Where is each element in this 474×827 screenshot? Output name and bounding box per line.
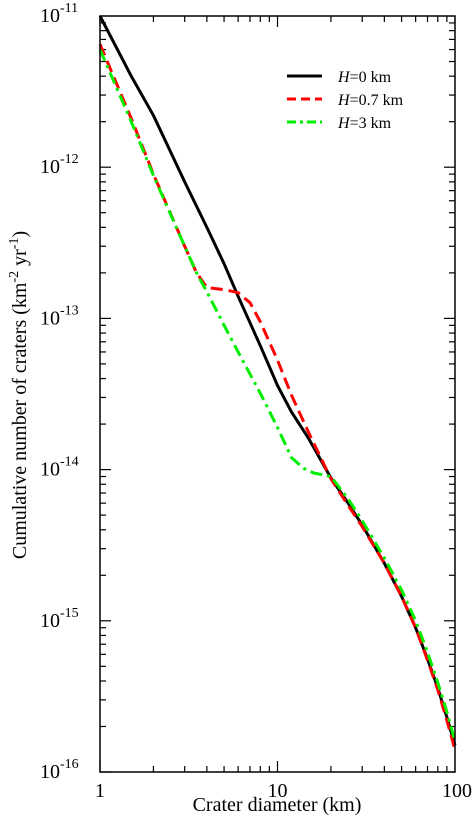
series-layer (98, 15, 457, 751)
legend-label-value: =0 km (350, 69, 392, 86)
series-line-2 (98, 43, 457, 751)
y-tick-label-exponent: -13 (60, 303, 79, 318)
y-tick-label-base: 10 (40, 156, 60, 178)
y-tick-label-base: 10 (40, 459, 60, 481)
y-axis-label-exponent: -1 (7, 238, 22, 250)
x-tick-label: 10 (268, 780, 288, 802)
y-tick-label-exponent: -15 (60, 606, 79, 621)
y-tick-label: 10-13 (40, 303, 79, 329)
y-tick-label: 10-11 (40, 1, 78, 27)
legend-label-variable: H (337, 115, 351, 132)
y-tick-label-base: 10 (40, 307, 60, 329)
ticks-layer (99, 16, 455, 773)
plot-frame (99, 15, 456, 773)
y-tick-label-exponent: -16 (60, 757, 79, 772)
x-tick-label: 1 (95, 780, 105, 802)
y-tick-label-exponent: -11 (60, 1, 78, 16)
x-tick-label: 100 (442, 780, 472, 802)
legend-label-variable: H (337, 69, 351, 86)
y-axis-label-exponent: -2 (7, 271, 22, 283)
legend-label-3: H=3 km (337, 115, 392, 132)
legend-label-2: H=0.7 km (337, 92, 404, 109)
series-line-1 (98, 15, 457, 746)
legend-label-value: =3 km (350, 115, 392, 132)
y-tick-label: 10-15 (40, 606, 79, 632)
legend-label-variable: H (337, 92, 351, 109)
y-tick-label: 10-12 (40, 152, 79, 178)
x-axis-label: Crater diameter (km) (193, 794, 362, 816)
y-tick-label: 10-16 (40, 757, 79, 783)
y-tick-label: 10-14 (40, 455, 79, 481)
series-line-3 (98, 48, 457, 742)
legend-label-1: H=0 km (337, 69, 392, 86)
y-tick-label-base: 10 (40, 5, 60, 27)
y-axis-label-part: yr (9, 249, 31, 271)
legend: H=0 kmH=0.7 kmH=3 km (287, 69, 404, 132)
y-tick-label-exponent: -14 (60, 455, 79, 470)
y-axis-label-part: ) (9, 231, 31, 238)
legend-label-value: =0.7 km (350, 92, 404, 109)
y-axis-label-part: Cumulative number of craters (km (9, 282, 31, 559)
y-tick-label-exponent: -12 (60, 152, 79, 167)
y-tick-label-base: 10 (40, 761, 60, 783)
y-tick-label-base: 10 (40, 610, 60, 632)
y-axis-label: Cumulative number of craters (km-2 yr-1) (7, 231, 31, 559)
